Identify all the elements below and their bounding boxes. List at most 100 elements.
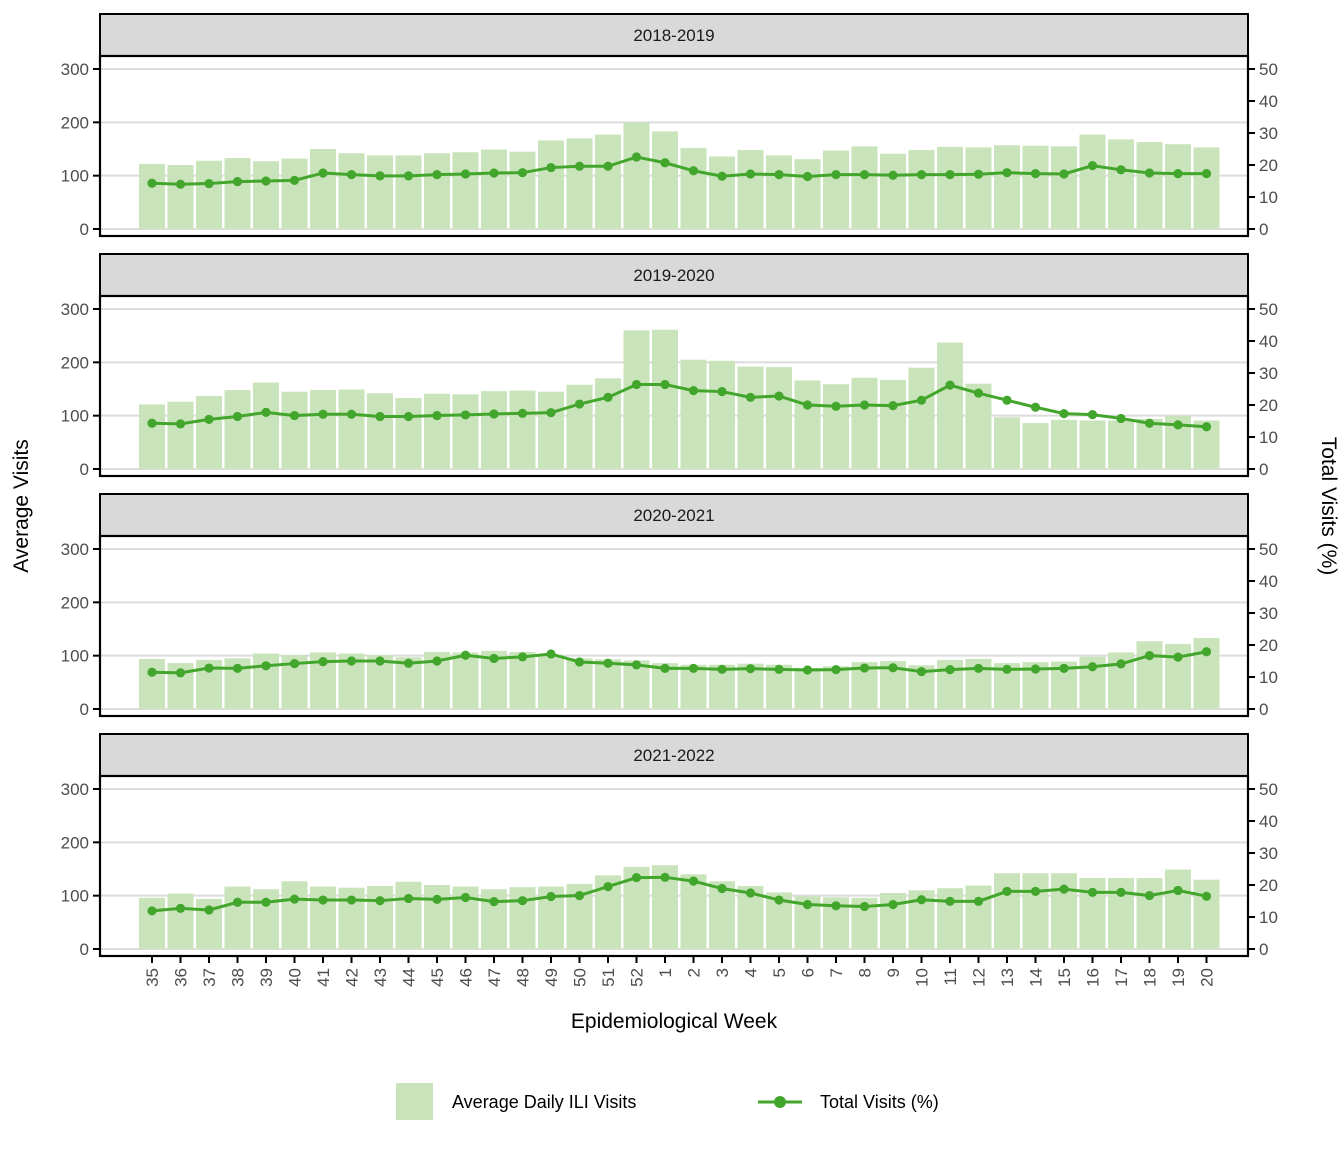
bar-week-35 — [139, 163, 165, 229]
percent-line — [151, 383, 1207, 429]
bar-week-38 — [224, 158, 251, 229]
bar-week-38 — [224, 390, 251, 469]
x-tick-label-week-41: 41 — [314, 968, 333, 987]
left-tick-label: 0 — [80, 460, 89, 479]
right-tick-label: 40 — [1259, 92, 1278, 111]
x-tick-label-week-7: 7 — [827, 968, 846, 977]
left-tick-label: 0 — [80, 940, 89, 959]
left-tick-label: 200 — [61, 593, 89, 612]
left-tick-label: 300 — [61, 300, 89, 319]
x-tick-label-week-39: 39 — [257, 968, 276, 987]
line-point-week-7 — [831, 170, 841, 180]
line-point-week-45 — [432, 656, 442, 666]
line-point-week-9 — [888, 899, 898, 910]
chart-marks: 0100200300010203040500100200300010203040… — [61, 54, 1278, 987]
line-point-week-48 — [517, 652, 528, 662]
bar-week-3 — [709, 156, 735, 229]
x-tick-label-week-37: 37 — [200, 968, 219, 987]
line-point-week-49 — [546, 649, 556, 659]
facet-panel-2019-2020: 0 100 200 300 0 10 20 30 40 50 — [61, 294, 1278, 479]
line-point-week-47 — [489, 653, 499, 664]
line-point-week-49 — [546, 162, 556, 173]
right-tick-label: 40 — [1259, 332, 1278, 351]
x-tick-label-week-18: 18 — [1141, 968, 1160, 987]
left-tick-label: 100 — [61, 647, 89, 666]
line-point-week-52 — [631, 152, 642, 162]
bar-week-49 — [538, 655, 564, 709]
right-axis-title: Total Visits (%) — [1317, 437, 1340, 575]
line-point-week-17 — [1116, 659, 1126, 669]
line-point-week-45 — [432, 170, 442, 180]
left-tick-label: 0 — [80, 220, 89, 239]
bar-week-18 — [1136, 142, 1163, 229]
right-tick-label: 0 — [1259, 220, 1268, 239]
bar-week-39 — [253, 382, 279, 469]
facet-strip — [99, 13, 1249, 57]
bar-week-46 — [452, 394, 479, 469]
panel-border — [98, 294, 1250, 478]
line-point-week-41 — [318, 168, 328, 178]
line-point-week-19 — [1173, 420, 1183, 430]
line-point-week-46 — [460, 892, 471, 903]
bar-week-40 — [281, 158, 308, 229]
line-point-week-39 — [261, 407, 271, 417]
line-point-week-11 — [945, 170, 955, 180]
bar-week-39 — [253, 161, 279, 229]
line-point-week-6 — [802, 400, 813, 410]
right-tick-label: 30 — [1259, 364, 1278, 383]
bar-week-13 — [994, 873, 1020, 949]
right-tick-label: 10 — [1259, 668, 1278, 687]
left-tick-label: 100 — [61, 407, 89, 426]
right-tick-label: 10 — [1259, 188, 1278, 207]
bar-week-10 — [908, 367, 935, 469]
bar-week-13 — [994, 417, 1020, 469]
line-point-week-37 — [204, 663, 214, 673]
right-tick-label: 20 — [1259, 636, 1278, 655]
line-point-week-15 — [1059, 663, 1069, 673]
percent-line — [151, 875, 1207, 913]
line-point-week-5 — [774, 895, 784, 905]
line-point-week-40 — [289, 894, 300, 904]
bar-week-41 — [310, 149, 336, 229]
line-point-week-14 — [1030, 402, 1041, 412]
bar-week-42 — [338, 153, 365, 229]
legend-line-label: Total Visits (%) — [820, 1092, 939, 1112]
x-tick-label-week-48: 48 — [514, 968, 533, 987]
bar-week-6 — [794, 159, 821, 229]
right-tick-label: 50 — [1259, 60, 1278, 79]
line-point-week-13 — [1002, 168, 1012, 178]
line-point-week-19 — [1173, 885, 1183, 896]
line-point-week-5 — [774, 170, 784, 180]
line-point-week-1 — [660, 872, 670, 882]
line-point-week-9 — [888, 401, 898, 411]
bar-week-2 — [680, 874, 707, 949]
right-tick-label: 10 — [1259, 908, 1278, 927]
bar-week-43 — [367, 886, 393, 949]
x-tick-label-week-35: 35 — [143, 968, 162, 987]
x-axis-title: Epidemiological Week — [571, 1010, 778, 1033]
bar-week-46 — [452, 652, 479, 709]
line-point-week-16 — [1087, 410, 1098, 420]
line-point-week-16 — [1087, 161, 1098, 171]
bar-week-6 — [794, 667, 821, 709]
line-point-week-39 — [261, 661, 271, 671]
line-point-week-43 — [375, 656, 385, 666]
line-point-week-50 — [574, 399, 585, 409]
bar-week-11 — [937, 342, 963, 469]
line-point-week-43 — [375, 411, 385, 422]
bar-week-36 — [167, 401, 194, 469]
bar-week-47 — [481, 391, 507, 469]
panel-border — [98, 54, 1250, 238]
line-point-week-16 — [1087, 887, 1098, 897]
line-point-week-15 — [1059, 169, 1069, 179]
line-point-week-40 — [289, 410, 300, 421]
facet-strip-title: 2020-2021 — [633, 506, 714, 525]
line-point-week-12 — [973, 663, 984, 673]
line-point-week-49 — [546, 891, 556, 902]
left-tick-label: 0 — [80, 700, 89, 719]
facet-panel-2018-2019: 0 100 200 300 0 10 20 30 40 50 — [61, 54, 1278, 239]
line-point-week-47 — [489, 168, 499, 178]
line-point-week-36 — [175, 419, 186, 429]
x-tick-label-week-43: 43 — [371, 968, 390, 987]
line-point-week-10 — [916, 395, 927, 405]
